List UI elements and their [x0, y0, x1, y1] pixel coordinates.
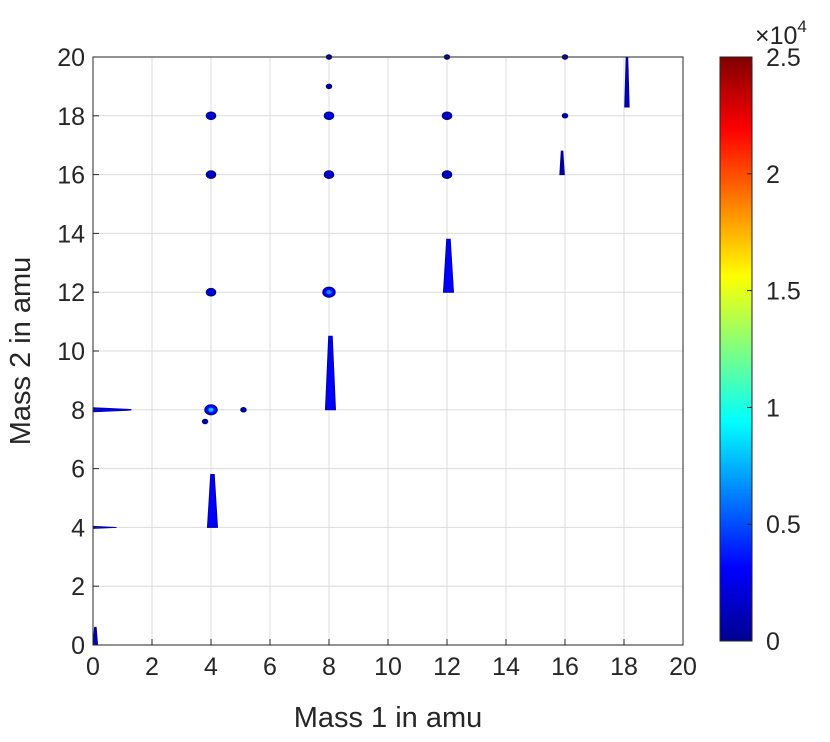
x-tick-label: 20 [669, 653, 697, 681]
heatmap-line [93, 407, 132, 413]
x-tick-label: 6 [263, 653, 277, 681]
x-tick-label: 14 [492, 653, 520, 681]
y-tick-label: 2 [71, 573, 85, 601]
x-tick-label: 8 [322, 653, 336, 681]
heatmap-spot [561, 113, 569, 119]
heatmap-spot [205, 111, 217, 121]
x-tick-label: 18 [610, 653, 638, 681]
heatmap-streak [559, 150, 565, 176]
y-tick-label: 18 [57, 103, 85, 131]
heatmap-spot [240, 407, 247, 413]
colorbar-tick-label: 2.5 [766, 44, 801, 72]
heatmap-spot [201, 418, 209, 425]
y-tick-label: 14 [57, 220, 85, 248]
heatmap-line [93, 525, 117, 529]
colorbar-tick-label: 2 [766, 161, 780, 189]
colorbar-exponent: ×104 [755, 17, 807, 50]
heatmap-spot [441, 170, 453, 179]
heatmap-spot [325, 83, 333, 90]
heatmap-spot [441, 111, 453, 121]
heatmap-spot [205, 287, 217, 297]
heatmap-spot [323, 170, 335, 179]
colorbar-tick-label: 0 [766, 628, 780, 656]
y-axis-title: Mass 2 in amu [5, 257, 37, 446]
heatmap-streak [442, 238, 455, 293]
x-tick-label: 16 [551, 653, 579, 681]
y-tick-label: 8 [71, 397, 85, 425]
x-tick-label: 0 [86, 653, 100, 681]
y-tick-label: 20 [57, 44, 85, 72]
x-tick-label: 4 [204, 653, 218, 681]
colorbar-tick-label: 1 [766, 394, 780, 422]
y-axis: 0 2 4 6 8 10 12 14 16 18 20 [57, 44, 99, 660]
x-axis: 0 2 4 6 8 10 12 14 16 18 20 [86, 639, 697, 681]
colorbar [719, 56, 753, 642]
heatmap-streak [324, 335, 336, 411]
colorbar-tick-label: 0.5 [766, 511, 801, 539]
x-axis-title: Mass 1 in amu [294, 702, 483, 734]
y-tick-label: 12 [57, 279, 85, 307]
y-tick-label: 10 [57, 338, 85, 366]
heatmap-streak [206, 473, 219, 528]
heatmap-spot [205, 170, 217, 179]
y-tick-label: 4 [71, 514, 85, 542]
colorbar-tick-label: 1.5 [766, 278, 801, 306]
heatmap-spot-core [208, 407, 214, 412]
heatmap-spot [323, 111, 335, 121]
x-tick-label: 10 [374, 653, 402, 681]
heatmap-spot-core [326, 290, 332, 295]
x-tick-label: 2 [145, 653, 159, 681]
y-tick-label: 0 [71, 632, 85, 660]
heatmap-data [92, 54, 630, 646]
y-tick-label: 16 [57, 162, 85, 190]
x-tick-label: 12 [433, 653, 461, 681]
colorbar-ticks: 0 0.5 1 1.5 2 2.5 [747, 44, 801, 656]
y-tick-label: 6 [71, 456, 85, 484]
